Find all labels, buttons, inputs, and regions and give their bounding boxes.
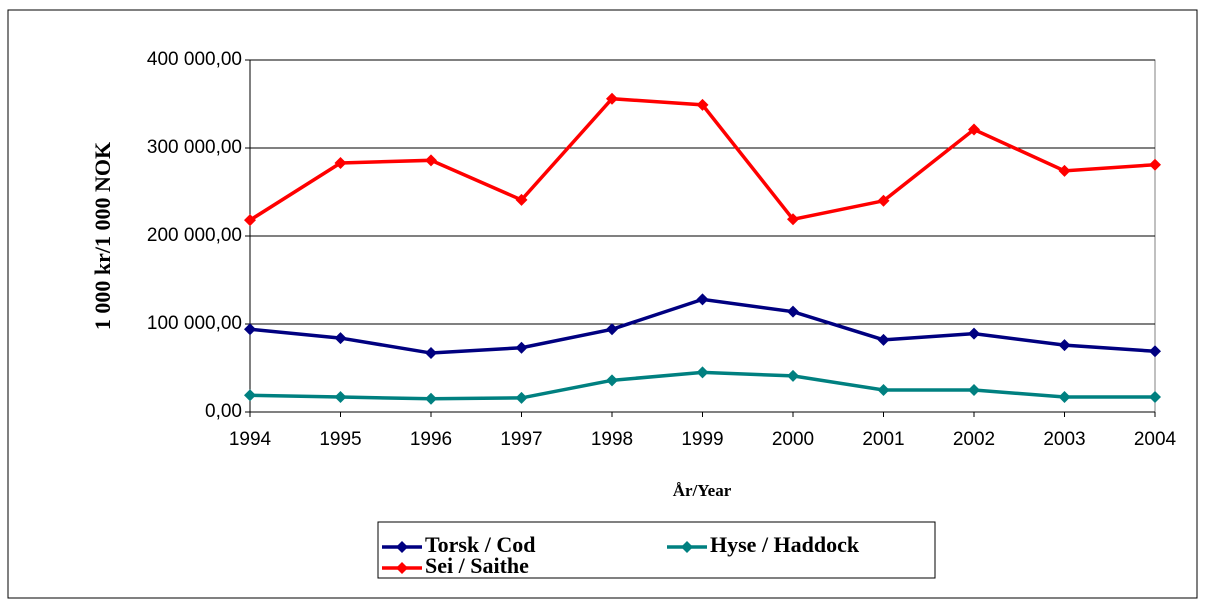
legend-label: Sei / Saithe bbox=[425, 553, 529, 578]
point bbox=[425, 347, 437, 360]
point bbox=[787, 213, 799, 226]
point bbox=[1149, 391, 1161, 404]
x-tick-label: 1994 bbox=[229, 429, 272, 450]
point bbox=[787, 305, 799, 318]
x-tick-label: 1997 bbox=[500, 429, 542, 450]
point bbox=[877, 194, 890, 207]
x-tick-label: 2003 bbox=[1043, 429, 1085, 450]
point bbox=[787, 369, 799, 382]
point bbox=[606, 323, 618, 336]
point bbox=[334, 391, 347, 404]
point bbox=[334, 156, 347, 169]
x-tick-label: 2004 bbox=[1134, 429, 1177, 450]
x-tick-label: 2001 bbox=[862, 429, 904, 450]
point bbox=[1058, 391, 1071, 404]
y-axis-title: 1 000 kr/1 000 NOK bbox=[90, 142, 115, 330]
point bbox=[696, 98, 709, 111]
y-tick-label: 400 000,00 bbox=[147, 49, 242, 70]
legend-marker bbox=[396, 562, 408, 574]
y-tick-label: 100 000,00 bbox=[147, 313, 242, 334]
x-tick-label: 2002 bbox=[953, 429, 995, 450]
point bbox=[515, 341, 528, 354]
point bbox=[877, 333, 890, 346]
x-tick-label: 2000 bbox=[772, 429, 814, 450]
point bbox=[1149, 158, 1161, 171]
x-axis-title: År/Year bbox=[673, 481, 732, 500]
x-tick-label: 1999 bbox=[681, 429, 723, 450]
point bbox=[334, 332, 347, 345]
point bbox=[606, 92, 618, 105]
y-tick-label: 0,00 bbox=[205, 401, 242, 422]
point bbox=[877, 384, 890, 396]
point bbox=[696, 366, 709, 379]
point bbox=[606, 374, 618, 387]
x-tick-label: 1998 bbox=[591, 429, 633, 450]
point bbox=[515, 391, 528, 404]
point bbox=[968, 327, 980, 340]
legend-marker bbox=[681, 541, 693, 553]
y-tick-label: 200 000,00 bbox=[147, 225, 242, 246]
point bbox=[968, 384, 980, 396]
legend-label: Hyse / Haddock bbox=[710, 532, 860, 557]
point bbox=[515, 193, 528, 206]
legend-marker bbox=[396, 541, 408, 553]
point bbox=[1058, 164, 1071, 177]
legend-label: Torsk / Cod bbox=[425, 532, 535, 557]
y-tick-label: 300 000,00 bbox=[147, 137, 242, 158]
point bbox=[244, 389, 256, 402]
point bbox=[1149, 345, 1161, 358]
x-tick-label: 1996 bbox=[410, 429, 452, 450]
point bbox=[425, 154, 437, 167]
point bbox=[244, 214, 256, 227]
x-tick-label: 1995 bbox=[319, 429, 361, 450]
point bbox=[696, 293, 709, 306]
point bbox=[968, 123, 980, 136]
point bbox=[425, 392, 437, 405]
point bbox=[244, 323, 256, 336]
legend-box bbox=[377, 521, 936, 579]
point bbox=[1058, 339, 1071, 352]
